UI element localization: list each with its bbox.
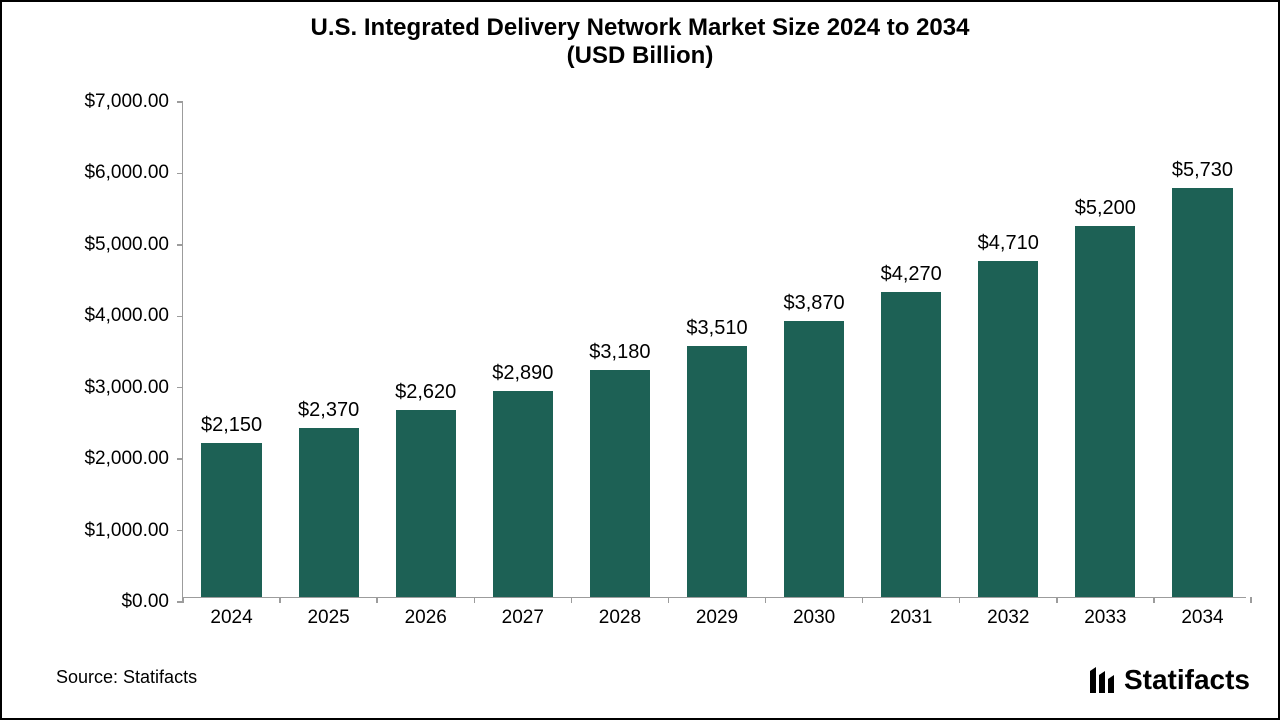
bar: $2,620 <box>396 410 456 597</box>
bar: $5,730 <box>1172 188 1232 597</box>
brand-text: Statifacts <box>1124 664 1250 696</box>
x-tick <box>376 597 378 603</box>
x-tick <box>182 597 184 603</box>
chart-title-line2: (USD Billion) <box>2 42 1278 70</box>
bar-value-label: $3,510 <box>686 317 747 346</box>
chart-title: U.S. Integrated Delivery Network Market … <box>2 14 1278 70</box>
bar-value-label: $5,730 <box>1172 159 1233 188</box>
bar: $4,710 <box>978 261 1038 597</box>
x-tick <box>1153 597 1155 603</box>
bars-container: $2,150 $2,370 $2,620 $2,890 $3,180 $3,510 $3,8… <box>183 102 1246 597</box>
x-tick <box>959 597 961 603</box>
x-axis-label: 2029 <box>696 597 738 629</box>
x-tick <box>1056 597 1058 603</box>
x-axis-label: 2033 <box>1084 597 1126 629</box>
x-axis-label: 2032 <box>987 597 1029 629</box>
y-tick-label: $4,000.00 <box>84 305 183 327</box>
x-tick <box>571 597 573 603</box>
x-tick <box>668 597 670 603</box>
bar: $2,150 <box>201 443 261 597</box>
y-tick-label: $7,000.00 <box>84 91 183 113</box>
bar: $2,370 <box>299 428 359 597</box>
bar: $3,870 <box>784 321 844 597</box>
x-axis-label: 2027 <box>502 597 544 629</box>
x-tick <box>279 597 281 603</box>
bar-value-label: $3,180 <box>589 341 650 370</box>
x-axis-label: 2030 <box>793 597 835 629</box>
brand: Statifacts <box>1088 664 1250 696</box>
x-axis-label: 2026 <box>405 597 447 629</box>
bar-value-label: $5,200 <box>1075 197 1136 226</box>
y-tick-label: $0.00 <box>121 591 183 613</box>
y-tick-label: $2,000.00 <box>84 448 183 470</box>
y-tick-label: $3,000.00 <box>84 377 183 399</box>
bar-value-label: $2,890 <box>492 362 553 391</box>
x-axis-label: 2034 <box>1181 597 1223 629</box>
bar: $4,270 <box>881 292 941 597</box>
plot-area: $2,150 $2,370 $2,620 $2,890 $3,180 $3,510 $3,8… <box>182 102 1246 598</box>
y-tick-label: $5,000.00 <box>84 234 183 256</box>
x-axis-label: 2028 <box>599 597 641 629</box>
y-tick-label: $1,000.00 <box>84 520 183 542</box>
chart-frame: U.S. Integrated Delivery Network Market … <box>0 0 1280 720</box>
bar: $5,200 <box>1075 226 1135 597</box>
x-tick <box>862 597 864 603</box>
y-tick-label: $6,000.00 <box>84 162 183 184</box>
bar-value-label: $2,620 <box>395 381 456 410</box>
x-axis-label: 2025 <box>307 597 349 629</box>
bar-value-label: $4,710 <box>978 232 1039 261</box>
bar-value-label: $4,270 <box>881 263 942 292</box>
bar: $3,510 <box>687 346 747 597</box>
bar-value-label: $2,150 <box>201 414 262 443</box>
chart-title-line1: U.S. Integrated Delivery Network Market … <box>2 14 1278 42</box>
x-axis-label: 2031 <box>890 597 932 629</box>
bar-value-label: $2,370 <box>298 399 359 428</box>
x-tick <box>765 597 767 603</box>
bar-value-label: $3,870 <box>783 292 844 321</box>
brand-logo-icon <box>1088 665 1118 695</box>
bar: $2,890 <box>493 391 553 597</box>
x-tick <box>1250 597 1252 603</box>
x-tick <box>474 597 476 603</box>
source-text: Source: Statifacts <box>56 667 197 688</box>
bar: $3,180 <box>590 370 650 597</box>
x-axis-label: 2024 <box>210 597 252 629</box>
